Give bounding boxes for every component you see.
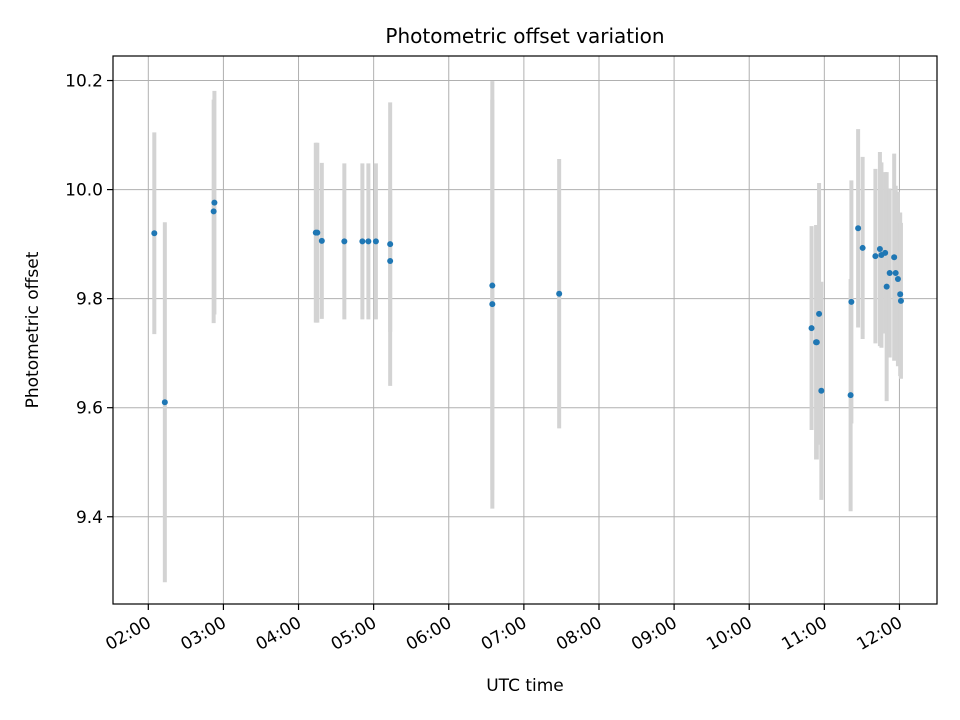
y-tick-label: 9.4: [76, 508, 103, 528]
chart-title: Photometric offset variation: [385, 24, 664, 48]
plot-frame: [112, 55, 938, 605]
data-point: [818, 387, 825, 394]
data-point: [892, 270, 899, 277]
data-point: [387, 258, 394, 265]
point-layer: [151, 199, 904, 406]
data-point: [372, 238, 379, 245]
data-point: [556, 290, 563, 297]
data-point: [318, 237, 325, 244]
data-point: [883, 283, 890, 290]
y-tick-label: 10.0: [65, 181, 103, 201]
y-tick-label: 9.6: [76, 399, 103, 419]
data-point: [897, 297, 904, 304]
data-point: [387, 241, 394, 248]
data-point: [161, 399, 168, 406]
data-point: [848, 298, 855, 305]
data-point: [855, 225, 862, 232]
data-point: [365, 238, 372, 245]
data-point: [211, 199, 218, 206]
data-point: [314, 229, 321, 236]
x-axis-title: UTC time: [486, 676, 564, 696]
data-point: [876, 246, 883, 253]
data-point: [808, 325, 815, 332]
data-point: [489, 301, 496, 308]
data-point: [341, 238, 348, 245]
data-point: [151, 230, 158, 237]
data-point: [882, 249, 889, 256]
data-point: [813, 339, 820, 346]
y-tick-label: 10.2: [65, 72, 103, 92]
data-point: [847, 392, 854, 399]
data-point: [359, 238, 366, 245]
data-point: [894, 276, 901, 283]
y-axis-title: Photometric offset: [23, 251, 43, 408]
data-point: [816, 310, 823, 317]
data-point: [210, 208, 217, 215]
data-point: [872, 253, 879, 260]
y-tick-label: 9.8: [76, 290, 103, 310]
data-point: [859, 244, 866, 251]
data-point: [886, 270, 893, 277]
data-point: [891, 254, 898, 261]
data-point: [489, 282, 496, 289]
y-axis: 9.4 9.6 9.8 10.0 10.2: [65, 72, 113, 528]
data-point: [897, 291, 904, 298]
